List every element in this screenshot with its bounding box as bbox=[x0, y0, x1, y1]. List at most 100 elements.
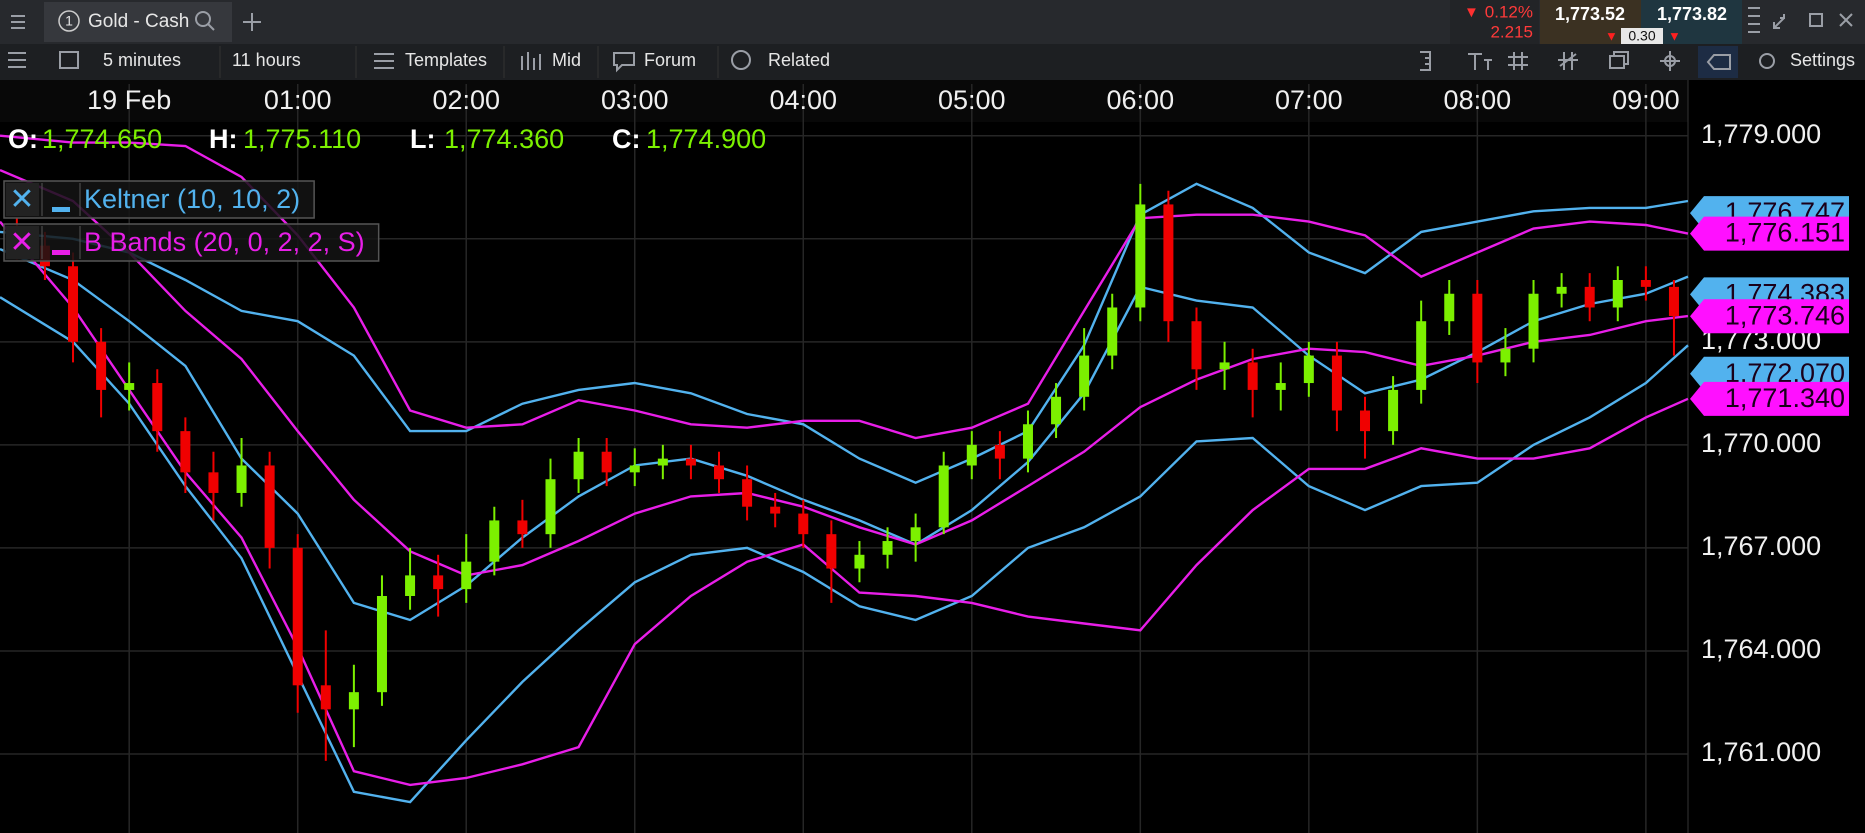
ohlc-label: L: bbox=[410, 124, 435, 154]
legend-minimize[interactable] bbox=[52, 207, 70, 212]
indicator-upper bbox=[0, 182, 1689, 485]
buy-price: 1,773.82 bbox=[1657, 4, 1727, 24]
spread-arrow-right: ▼ bbox=[1668, 28, 1681, 43]
candle-body bbox=[882, 541, 893, 555]
add-tab[interactable] bbox=[243, 13, 261, 31]
price-tag-label: 1,776.151 bbox=[1725, 218, 1845, 248]
layout-button[interactable] bbox=[59, 51, 79, 69]
change-pct: 0.12% bbox=[1485, 2, 1533, 21]
toolbar bbox=[0, 44, 1865, 80]
candle-body bbox=[180, 431, 191, 473]
price-tag bbox=[1690, 216, 1849, 251]
interval[interactable]: 5 minutes bbox=[103, 50, 181, 70]
candle-body bbox=[1612, 280, 1623, 308]
candle-body bbox=[124, 383, 135, 390]
candle-body bbox=[629, 465, 640, 473]
ohlc-label: O: bbox=[8, 124, 38, 154]
instrument-name: Gold - Cash bbox=[88, 11, 189, 32]
candle-body bbox=[1528, 293, 1539, 349]
x-tick-label: 08:00 bbox=[1444, 85, 1512, 115]
instrument-tab[interactable] bbox=[44, 2, 232, 42]
candle-body bbox=[405, 575, 416, 596]
candle-body bbox=[742, 479, 753, 507]
candle-body bbox=[1275, 383, 1286, 390]
candle-body bbox=[292, 547, 303, 686]
ohlc-label: C: bbox=[612, 124, 641, 154]
x-tick-label: 04:00 bbox=[769, 85, 837, 115]
candle-body bbox=[770, 506, 781, 514]
change-box bbox=[1450, 0, 1539, 44]
related-icon bbox=[731, 50, 751, 70]
candle-body bbox=[96, 341, 107, 390]
close-icon[interactable] bbox=[1839, 13, 1853, 27]
price-type[interactable]: Mid bbox=[552, 50, 581, 70]
candle-body bbox=[348, 692, 359, 710]
candle-body bbox=[1079, 355, 1090, 397]
legend-minimize[interactable] bbox=[52, 250, 70, 255]
candle-body bbox=[461, 561, 472, 590]
candle-body bbox=[573, 451, 584, 480]
x-tick-label: 02:00 bbox=[432, 85, 500, 115]
tool-icons[interactable] bbox=[1420, 51, 1680, 71]
spread: 0.30 bbox=[1628, 28, 1655, 44]
ohlc-label: H: bbox=[209, 124, 238, 154]
candle-body bbox=[264, 465, 275, 548]
candle-body bbox=[320, 685, 331, 710]
candle-body bbox=[1303, 355, 1314, 384]
y-tick-label: 1,770.000 bbox=[1701, 428, 1821, 458]
candle-body bbox=[1444, 293, 1455, 322]
legend-remove[interactable]: ✕ bbox=[9, 183, 34, 216]
y-tick-label: 1,767.000 bbox=[1701, 531, 1821, 561]
spread-box bbox=[1621, 28, 1663, 44]
candle-body bbox=[236, 465, 247, 493]
legend-remove-bg[interactable] bbox=[6, 226, 39, 259]
price-tag-label: 1,771.340 bbox=[1725, 383, 1845, 413]
y-tick-label: 1,779.000 bbox=[1701, 119, 1821, 149]
candle-body bbox=[910, 527, 921, 542]
candle-body bbox=[854, 554, 865, 569]
related[interactable]: Related bbox=[768, 50, 830, 70]
list-icon[interactable] bbox=[1748, 7, 1760, 33]
settings-icon bbox=[1759, 53, 1775, 69]
templates-icon bbox=[374, 53, 394, 69]
mid-icon bbox=[521, 52, 541, 70]
settings[interactable]: Settings bbox=[1790, 50, 1855, 70]
candle-body bbox=[1668, 286, 1679, 317]
candle-body bbox=[517, 520, 528, 535]
candle-body bbox=[1247, 362, 1258, 390]
legend-label: Keltner (10, 10, 2) bbox=[84, 184, 300, 214]
legend-remove[interactable]: ✕ bbox=[9, 226, 34, 259]
candle-body bbox=[1472, 293, 1483, 363]
candle-body bbox=[489, 520, 500, 562]
x-tick-label: 07:00 bbox=[1275, 85, 1343, 115]
forum[interactable]: Forum bbox=[644, 50, 696, 70]
spread-arrow-left: ▼ bbox=[1605, 28, 1618, 43]
templates[interactable]: Templates bbox=[405, 50, 487, 70]
ohlc-value: 1,774.360 bbox=[444, 124, 564, 154]
candle-body bbox=[1416, 321, 1427, 390]
search-icon[interactable] bbox=[195, 11, 215, 31]
list-button[interactable] bbox=[8, 52, 26, 68]
tab-badge bbox=[58, 10, 80, 32]
active-tool[interactable] bbox=[1698, 46, 1738, 78]
candle-body bbox=[376, 596, 387, 693]
range[interactable]: 11 hours bbox=[232, 50, 301, 70]
window-icon[interactable] bbox=[1809, 13, 1823, 27]
candle-body bbox=[1640, 280, 1651, 287]
ohlc-value: 1,774.650 bbox=[42, 124, 162, 154]
menu-button[interactable] bbox=[6, 12, 30, 32]
candle-body bbox=[1388, 389, 1399, 432]
marks bbox=[0, 134, 1689, 804]
candle-body bbox=[966, 444, 977, 466]
ohlc-value: 1,775.110 bbox=[243, 124, 361, 154]
candle-body bbox=[601, 451, 612, 473]
change-arrow: ▼ bbox=[1464, 4, 1479, 21]
shrink-icon[interactable] bbox=[1773, 14, 1785, 29]
sell-price: 1,773.52 bbox=[1555, 4, 1625, 24]
x-tick-label: 19 Feb bbox=[87, 85, 171, 115]
candle-body bbox=[685, 458, 696, 466]
legend-remove-bg[interactable] bbox=[6, 183, 39, 216]
overlay: 19 Feb 01:00 02:00 03:00 04:00 05:00 06:00 07:0… bbox=[3, 85, 1849, 416]
candle-body bbox=[433, 575, 444, 590]
candle-body bbox=[657, 458, 668, 466]
